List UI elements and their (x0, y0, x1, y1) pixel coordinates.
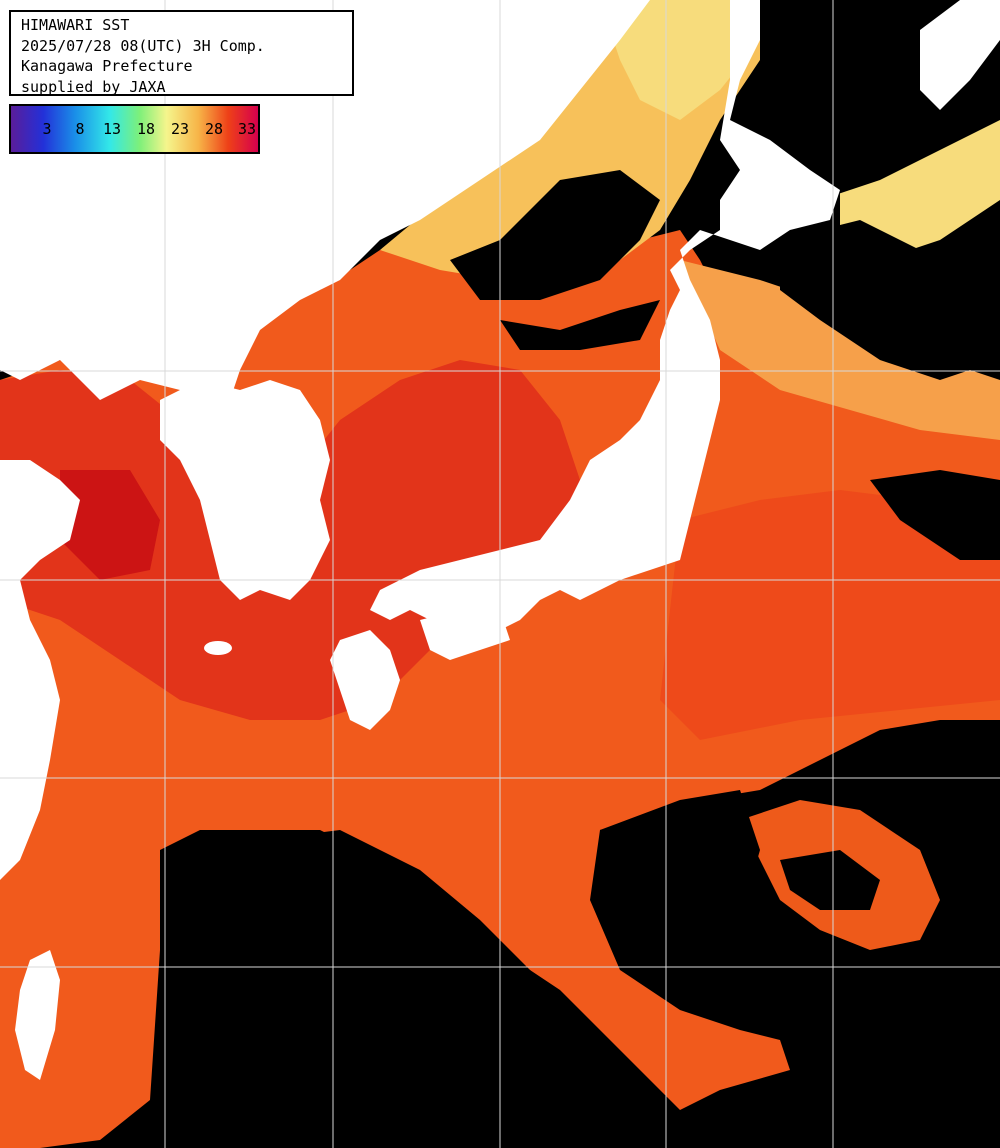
latitude-40n-label: 40N (14, 353, 38, 368)
cloud-patch-southeast-far (880, 720, 1000, 1000)
cool-pacific-area (680, 260, 1000, 440)
land-layer (0, 0, 1000, 1080)
cold-sea-area (600, 0, 760, 120)
cloud-patch-east (780, 220, 1000, 380)
korean-peninsula (160, 380, 330, 600)
legend-tick-3: 3 (42, 120, 52, 138)
taiwan (15, 950, 60, 1080)
cloud-patch-far-south (700, 1000, 1000, 1148)
legend-tick-labels: 3 8 13 18 23 28 33 (11, 120, 258, 140)
legend-tick-8: 8 (75, 120, 85, 138)
japan-honshu-hokkaido (370, 0, 840, 640)
cloud-cover-layer (160, 20, 1000, 1148)
sakhalin (920, 0, 1000, 110)
cloud-patch-southeast (600, 790, 760, 960)
legend-tick-18: 18 (136, 120, 156, 138)
cloud-patch-north (450, 170, 660, 300)
swirl-eye (780, 850, 880, 910)
japan-kyushu (330, 630, 400, 730)
info-title: HIMAWARI SST (21, 16, 130, 34)
info-supplier: supplied by JAXA (21, 77, 166, 96)
hottest-sea-area (60, 470, 160, 580)
cloud-patch-center (500, 300, 660, 350)
china-east-coast (0, 460, 80, 880)
temperature-color-scale: 3 8 13 18 23 28 33 (9, 104, 260, 154)
legend-tick-33: 33 (237, 120, 257, 138)
legend-tick-13: 13 (102, 120, 122, 138)
info-region: Kanagawa Prefecture (21, 57, 193, 75)
cloud-patch-south (160, 830, 700, 1148)
info-datetime: 2025/07/28 08(UTC) 3H Comp. (21, 36, 265, 55)
legend-tick-23: 23 (170, 120, 190, 138)
asia-mainland-north (0, 0, 650, 400)
legend-tick-28: 28 (204, 120, 224, 138)
japan-shikoku (420, 610, 510, 660)
jeju-island (204, 641, 232, 655)
info-box: HIMAWARI SST 2025/07/28 08(UTC) 3H Comp.… (9, 10, 354, 96)
cloud-patch-east-mid (870, 470, 1000, 560)
pacific-warm-band (660, 490, 1000, 740)
